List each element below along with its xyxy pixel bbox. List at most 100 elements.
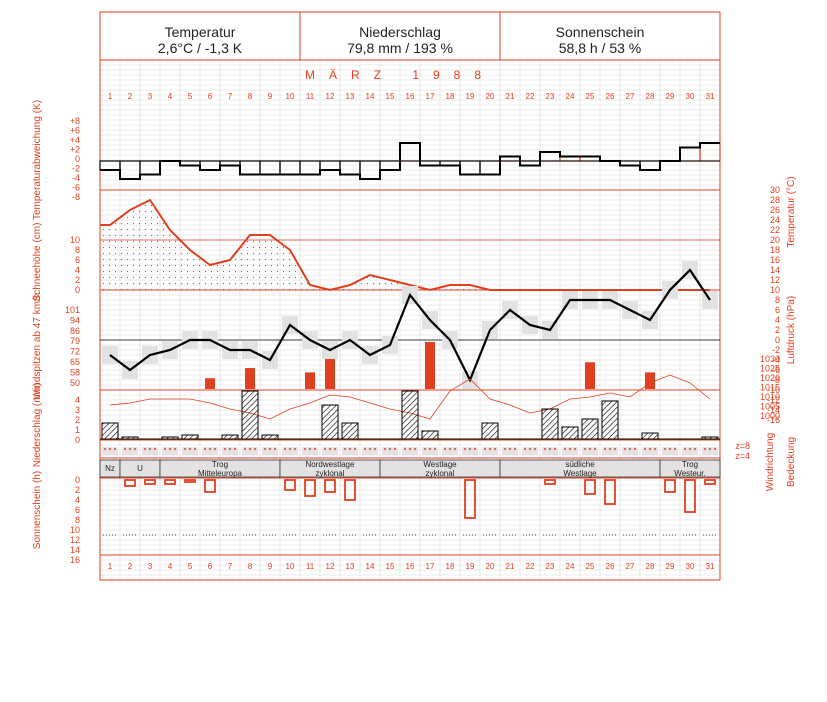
tick-temperature: 22 [770, 225, 780, 235]
cloud-cell [462, 447, 478, 455]
cloud-cell [322, 447, 338, 455]
label-temp-anomaly: Temperaturabweichung (K) [32, 100, 43, 220]
tick-snow: 10 [70, 235, 80, 245]
tick-temperature: 16 [770, 255, 780, 265]
header: Temperatur 2,6°C / -1,3 K Niederschlag 7… [158, 24, 644, 56]
cloud-cell [302, 447, 318, 455]
weather-type-line: Westlage [423, 460, 457, 469]
sunshine-bar [184, 479, 196, 483]
day-label-top: 18 [446, 92, 455, 101]
cloud-cell [262, 447, 278, 455]
tick-wind: 72 [70, 347, 80, 357]
tick-pressure: 1030 [760, 354, 780, 364]
anomaly-step-neg [379, 160, 401, 171]
anomaly-step-neg [479, 160, 501, 176]
label-wind-dir: Windrichtung [765, 433, 776, 491]
day-label-top: 5 [188, 92, 193, 101]
sunshine-plot [103, 479, 717, 536]
cloud-cell [522, 447, 538, 455]
day-label-bottom: 16 [406, 562, 415, 571]
day-label-bottom: 28 [646, 562, 655, 571]
day-label-bottom: 2 [128, 562, 133, 571]
weather-type-line: Westeur. [674, 469, 705, 478]
weather-type-label: Westlage zyklonal [423, 460, 457, 478]
cloud-cell [182, 447, 198, 455]
axis-ticks: +8+6+4+20-2-4-6-810864201019486797265585… [65, 116, 780, 565]
header-precip-value: 79,8 mm / 193 % [347, 40, 453, 56]
weather-type-line: Nordwestlage [306, 460, 355, 469]
cloud-cell [102, 447, 118, 455]
day-label-top: 15 [386, 92, 395, 101]
day-label-bottom: 30 [686, 562, 695, 571]
day-label-bottom: 25 [586, 562, 595, 571]
cloud-cell [342, 447, 358, 455]
day-label-bottom: 3 [148, 562, 153, 571]
cloud-cell [282, 447, 298, 455]
snow-depth-plot [100, 198, 710, 292]
anomaly-step-pos [699, 142, 721, 162]
precip-bar [221, 434, 239, 440]
cloud-cell [402, 447, 418, 455]
header-temp-title: Temperatur [165, 24, 236, 40]
tick-temperature: 6 [775, 305, 780, 315]
day-label-top: 3 [148, 92, 153, 101]
cloud-cell [702, 447, 718, 455]
tick-wind: 101 [65, 305, 80, 315]
anomaly-step-neg [459, 160, 481, 176]
sunshine-bar [684, 479, 696, 513]
label-cloud: Bedeckung [786, 437, 797, 487]
tick-precip: 0 [75, 435, 80, 445]
tick-temperature: 0 [775, 335, 780, 345]
tick-temperature: 4 [775, 315, 780, 325]
day-label-bottom: 10 [286, 562, 295, 571]
temp-anomaly-plot [99, 142, 721, 180]
tick-precip: 3 [75, 405, 80, 415]
anomaly-step-neg [199, 160, 221, 171]
day-label-top: 30 [686, 92, 695, 101]
weather-type-label: Nz [105, 464, 115, 473]
axis-titles: Temperaturabweichung (K)Schneehöhe (cm)W… [32, 100, 797, 549]
tick-pressure: 1025 [760, 364, 780, 374]
weather-type-line: südliche [565, 460, 595, 469]
label-wind: Windspitzen ab 47 km/h [32, 293, 43, 400]
tick-snow: 8 [75, 245, 80, 255]
tick-pressure: 1020 [760, 373, 780, 383]
day-label-bottom: 31 [706, 562, 715, 571]
day-label-bottom: 1 [108, 562, 113, 571]
cloud-cell [162, 447, 178, 455]
day-label-top: 23 [546, 92, 555, 101]
day-label-top: 11 [306, 92, 315, 101]
tick-temperature: 14 [770, 265, 780, 275]
label-sun: Sonnenschein (h) [32, 471, 43, 549]
wind-gust-bar [245, 368, 255, 389]
day-label-top: 21 [506, 92, 515, 101]
weather-type-label: Nordwestlage zyklonal [306, 460, 355, 478]
day-label-bottom: 29 [666, 562, 675, 571]
precip-bar [181, 434, 199, 440]
tick-temperature: 20 [770, 235, 780, 245]
tick-snow: 2 [75, 275, 80, 285]
tick-wind: 86 [70, 326, 80, 336]
day-label-bottom: 18 [446, 562, 455, 571]
grid [99, 59, 721, 581]
anomaly-step-neg [239, 160, 261, 176]
wind-gust-bar [425, 341, 435, 389]
tick-wind: 79 [70, 336, 80, 346]
weather-type-line: Westlage [563, 469, 597, 478]
tick-temp-anomaly: +2 [70, 145, 80, 155]
weather-type-line: U [137, 464, 143, 473]
tick-temperature: 24 [770, 215, 780, 225]
day-label-top: 8 [248, 92, 253, 101]
temperature-line [109, 268, 711, 383]
day-label-bottom: 23 [546, 562, 555, 571]
tick-temperature: -2 [772, 345, 780, 355]
day-label-bottom: 13 [346, 562, 355, 571]
day-axis-top: 1 2 3 4 5 6 7 8 9 10 11 12 13 14 15 16 17 18 19 20 21 22 23 24 2… [108, 92, 715, 101]
tick-wind-code: z=8 [735, 441, 750, 451]
tick-temperature: 12 [770, 275, 780, 285]
precip-bar [241, 390, 259, 440]
day-label-top: 25 [586, 92, 595, 101]
tick-snow: 0 [75, 285, 80, 295]
day-axis-bottom: 1 2 3 4 5 6 7 8 9 10 11 12 13 14 15 16 17 18 19 20 21 22 23 24 2… [108, 562, 715, 571]
